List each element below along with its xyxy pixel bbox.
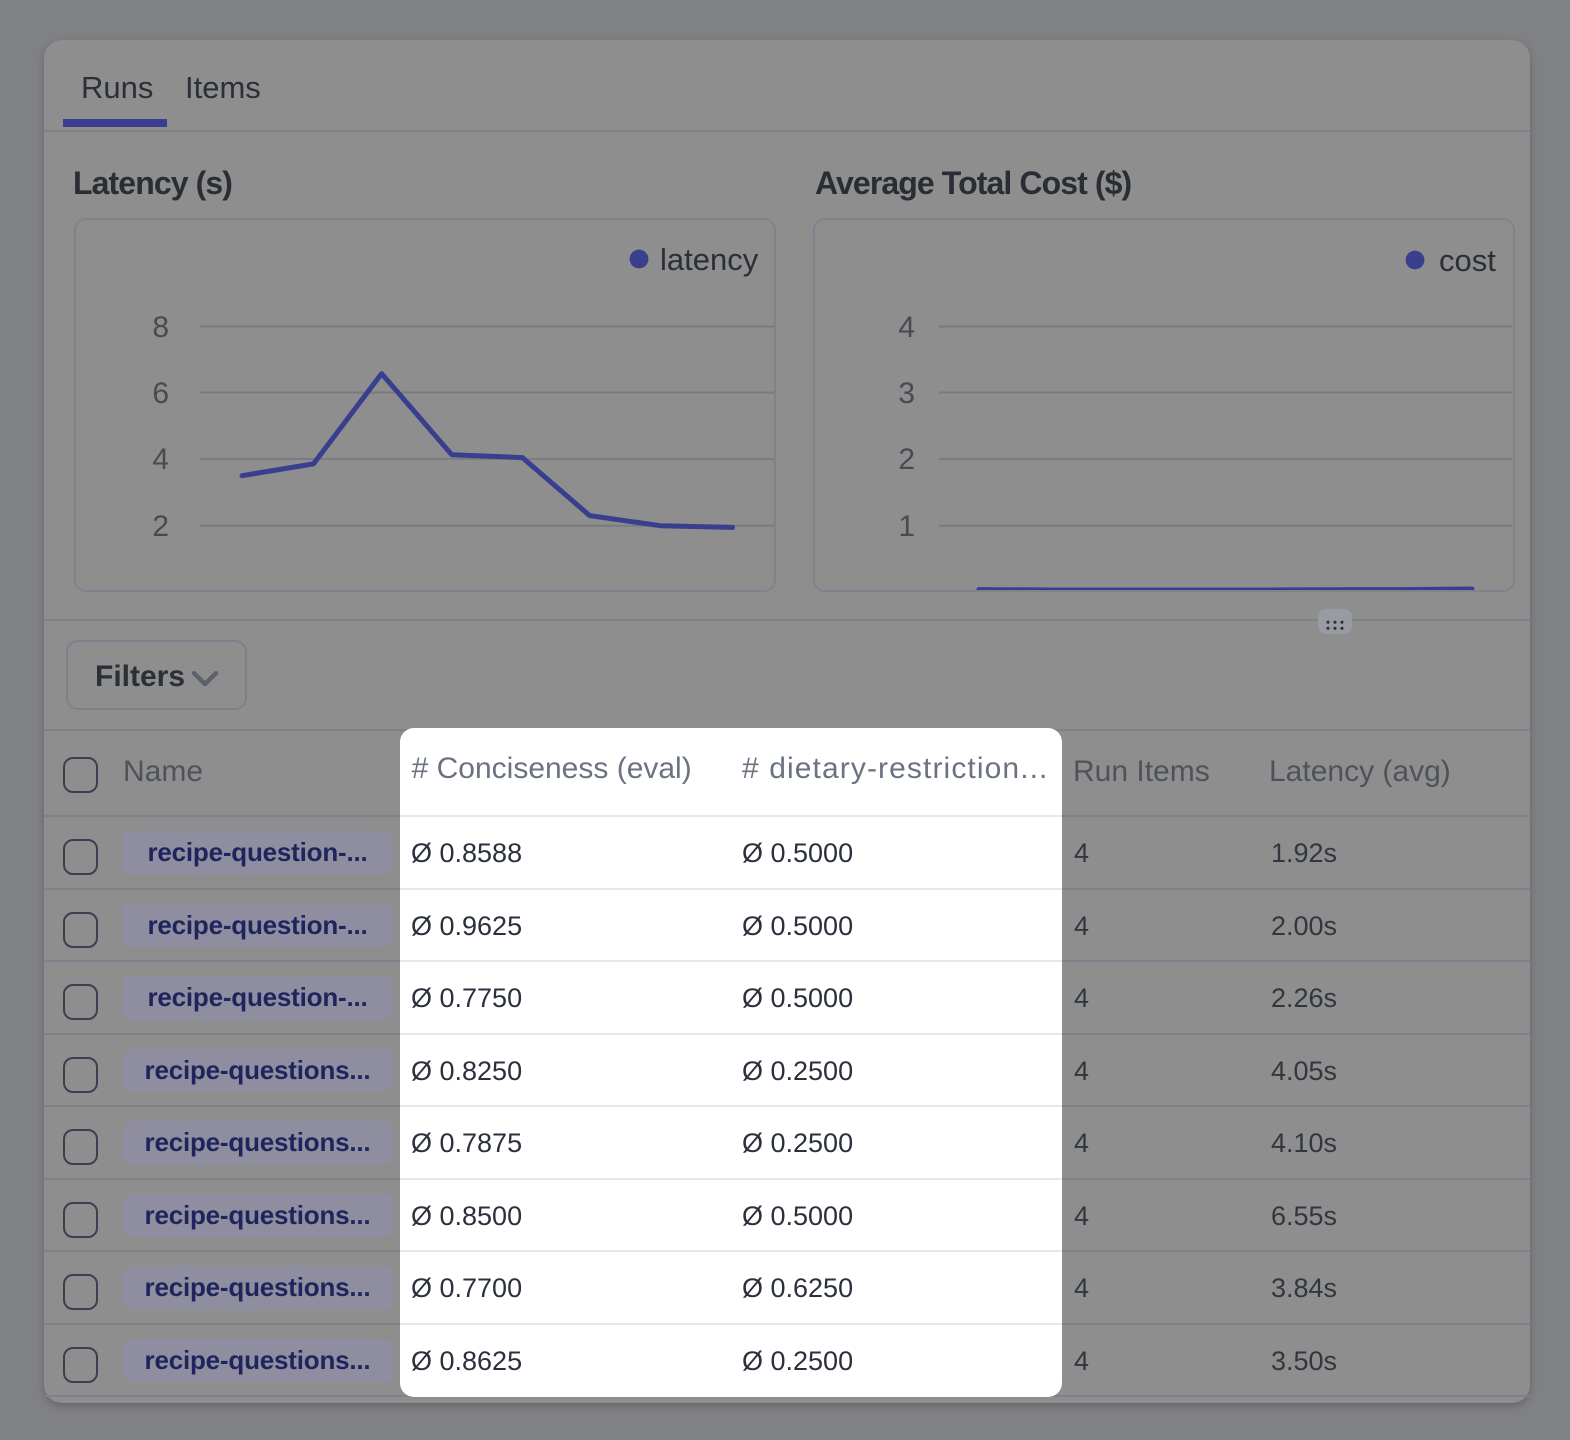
svg-text:cost: cost: [1439, 243, 1496, 278]
svg-text:6: 6: [152, 377, 169, 410]
svg-text:4: 4: [152, 443, 169, 476]
svg-text:latency: latency: [660, 242, 759, 277]
svg-text:1: 1: [898, 510, 915, 543]
svg-text:2: 2: [898, 443, 915, 476]
svg-text:8: 8: [152, 311, 169, 344]
svg-text:2: 2: [152, 510, 169, 543]
svg-text:3: 3: [898, 377, 915, 410]
svg-text:4: 4: [898, 311, 915, 344]
